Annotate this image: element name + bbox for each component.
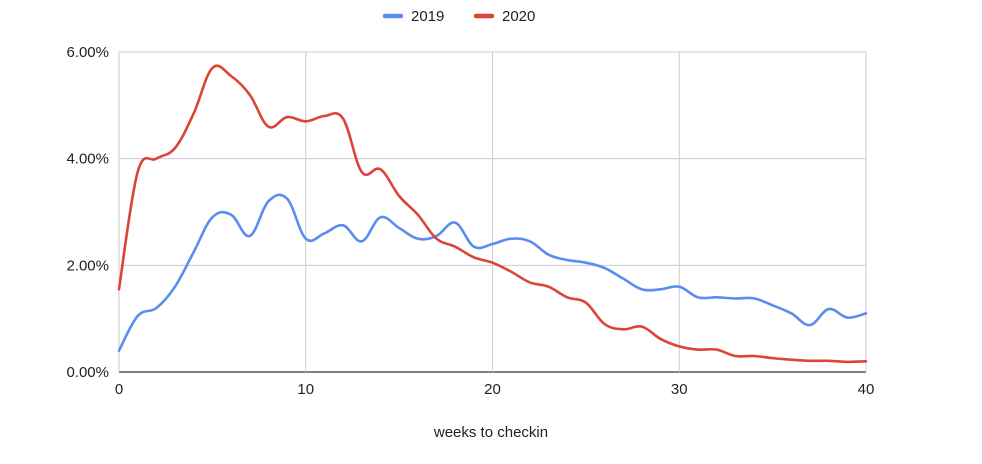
x-tick-label-1: 10 [297, 381, 314, 398]
y-tick-label-3: 6.00% [66, 44, 109, 61]
x-tick-label-0: 0 [115, 381, 123, 398]
legend-item-2019[interactable]: 2019 [382, 8, 444, 25]
y-tick-label-1: 2.00% [66, 257, 109, 274]
legend-label-2019: 2019 [411, 8, 444, 25]
series-layer [117, 64, 868, 364]
y-tick-label-2: 4.00% [66, 151, 109, 168]
y-tick-label-0: 0.00% [66, 364, 109, 381]
x-tick-label-2: 20 [484, 381, 501, 398]
legend-item-2020[interactable]: 2020 [473, 8, 535, 25]
legend-label-2020: 2020 [502, 8, 535, 25]
y-axis-tick-labels: 0.00% 2.00% 4.00% 6.00% [66, 44, 109, 381]
x-axis-tick-labels: 0 10 20 30 40 [115, 381, 875, 398]
x-tick-label-4: 40 [858, 381, 875, 398]
series-line-2020[interactable] [117, 64, 868, 364]
x-axis-title: weeks to checkin [433, 424, 548, 441]
grid-layer [118, 51, 867, 373]
x-tick-label-3: 30 [671, 381, 688, 398]
legend[interactable]: 2019 2020 [382, 8, 535, 25]
series-line-2019[interactable] [117, 193, 868, 352]
